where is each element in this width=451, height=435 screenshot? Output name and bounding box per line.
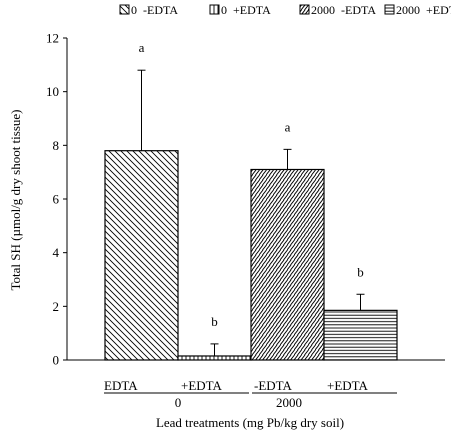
x-category-labels: EDTA +EDTA 0 -EDTA +EDTA 2000 [104, 378, 397, 410]
bars: a b a b [104, 40, 398, 361]
legend-label: 0 -EDTA [131, 3, 178, 17]
x-group-label: 2000 [276, 395, 302, 410]
bar [177, 355, 252, 361]
y-tick-label: 8 [53, 138, 60, 153]
x-group-label: 0 [175, 395, 182, 410]
legend-label: 2000 -EDTA [311, 3, 376, 17]
x-sublabel: +EDTA [327, 378, 369, 393]
legend-label: 0 +EDTA [221, 3, 271, 17]
x-sublabel: -EDTA [254, 378, 293, 393]
legend-label: 2000 +EDTA [396, 3, 451, 17]
significance-letter: a [139, 40, 145, 55]
legend-swatch [299, 4, 310, 15]
bar [250, 168, 325, 361]
legend-swatch [209, 4, 220, 15]
y-tick-label: 0 [53, 353, 60, 368]
legend-swatch [384, 4, 395, 15]
y-tick-label: 10 [46, 84, 59, 99]
x-sublabel: EDTA [104, 378, 138, 393]
y-tick-label: 6 [53, 192, 60, 207]
significance-letter: a [285, 119, 291, 134]
significance-letter: b [211, 314, 218, 329]
y-axis-label: Total SH (µmol/g dry shoot tissue) [8, 110, 23, 291]
y-tick-label: 4 [53, 245, 60, 260]
bar [104, 150, 179, 361]
y-tick-label: 12 [46, 31, 59, 46]
significance-letter: b [357, 264, 364, 279]
y-tick-label: 2 [53, 299, 60, 314]
legend-swatch [119, 4, 130, 15]
bar [323, 309, 398, 361]
x-sublabel: +EDTA [181, 378, 223, 393]
legend: 0 -EDTA 0 +EDTA 2000 -EDTA 2000 +EDTA [119, 3, 451, 17]
x-axis-label: Lead treatments (mg Pb/kg dry soil) [156, 415, 344, 430]
